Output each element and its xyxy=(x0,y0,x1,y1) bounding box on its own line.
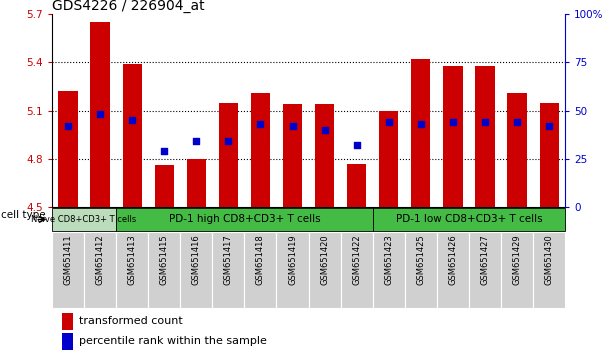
Point xyxy=(288,123,298,129)
Text: GSM651419: GSM651419 xyxy=(288,234,297,285)
Text: GSM651415: GSM651415 xyxy=(159,234,169,285)
Point xyxy=(159,148,169,154)
Bar xyxy=(148,232,180,308)
Bar xyxy=(405,232,437,308)
Bar xyxy=(443,65,463,207)
Bar xyxy=(62,333,73,350)
Text: GSM651413: GSM651413 xyxy=(128,234,137,285)
Bar xyxy=(62,313,73,330)
Text: GSM651429: GSM651429 xyxy=(513,234,522,285)
Point xyxy=(544,123,554,129)
Bar xyxy=(411,59,430,207)
Bar xyxy=(251,93,270,207)
Bar xyxy=(52,232,84,308)
Bar xyxy=(116,208,373,231)
Bar xyxy=(219,103,238,207)
Text: GSM651418: GSM651418 xyxy=(256,234,265,285)
Point xyxy=(224,139,233,144)
Text: GSM651423: GSM651423 xyxy=(384,234,393,285)
Bar xyxy=(507,93,527,207)
Bar xyxy=(59,91,78,207)
Bar xyxy=(90,22,110,207)
Text: GSM651427: GSM651427 xyxy=(480,234,489,285)
Text: GSM651426: GSM651426 xyxy=(448,234,458,285)
Bar xyxy=(373,208,565,231)
Bar xyxy=(244,232,277,308)
Text: GSM651430: GSM651430 xyxy=(544,234,554,285)
Text: GSM651411: GSM651411 xyxy=(64,234,73,285)
Text: GSM651420: GSM651420 xyxy=(320,234,329,285)
Point xyxy=(255,121,265,127)
Bar xyxy=(309,232,341,308)
Bar xyxy=(501,232,533,308)
Bar xyxy=(379,110,398,207)
Bar xyxy=(341,232,373,308)
Bar xyxy=(276,232,309,308)
Point xyxy=(127,118,137,123)
Text: GSM651416: GSM651416 xyxy=(192,234,201,285)
Text: Naive CD8+CD3+ T cells: Naive CD8+CD3+ T cells xyxy=(31,215,137,224)
Bar xyxy=(213,232,244,308)
Point xyxy=(95,112,105,117)
Bar xyxy=(187,159,206,207)
Bar xyxy=(116,232,148,308)
Text: GSM651417: GSM651417 xyxy=(224,234,233,285)
Text: GDS4226 / 226904_at: GDS4226 / 226904_at xyxy=(52,0,205,13)
Bar xyxy=(373,232,404,308)
Bar xyxy=(437,232,469,308)
Bar xyxy=(52,208,116,231)
Bar xyxy=(475,65,495,207)
Text: cell type: cell type xyxy=(1,210,46,219)
Point xyxy=(480,119,490,125)
Text: GSM651422: GSM651422 xyxy=(352,234,361,285)
Text: PD-1 high CD8+CD3+ T cells: PD-1 high CD8+CD3+ T cells xyxy=(169,215,320,224)
Point xyxy=(384,119,393,125)
Bar xyxy=(540,103,558,207)
Text: GSM651425: GSM651425 xyxy=(416,234,425,285)
Bar xyxy=(122,64,142,207)
Text: PD-1 low CD8+CD3+ T cells: PD-1 low CD8+CD3+ T cells xyxy=(396,215,542,224)
Bar xyxy=(347,164,367,207)
Text: transformed count: transformed count xyxy=(79,316,182,326)
Point xyxy=(512,119,522,125)
Point xyxy=(191,139,201,144)
Point xyxy=(320,127,329,133)
Point xyxy=(448,119,458,125)
Text: percentile rank within the sample: percentile rank within the sample xyxy=(79,336,266,346)
Bar xyxy=(315,104,334,207)
Text: GSM651412: GSM651412 xyxy=(95,234,104,285)
Point xyxy=(352,143,362,148)
Point xyxy=(63,123,73,129)
Bar xyxy=(180,232,213,308)
Bar xyxy=(283,104,302,207)
Point xyxy=(416,121,426,127)
Bar xyxy=(84,232,116,308)
Bar xyxy=(469,232,501,308)
Bar xyxy=(533,232,565,308)
Bar xyxy=(155,165,174,207)
